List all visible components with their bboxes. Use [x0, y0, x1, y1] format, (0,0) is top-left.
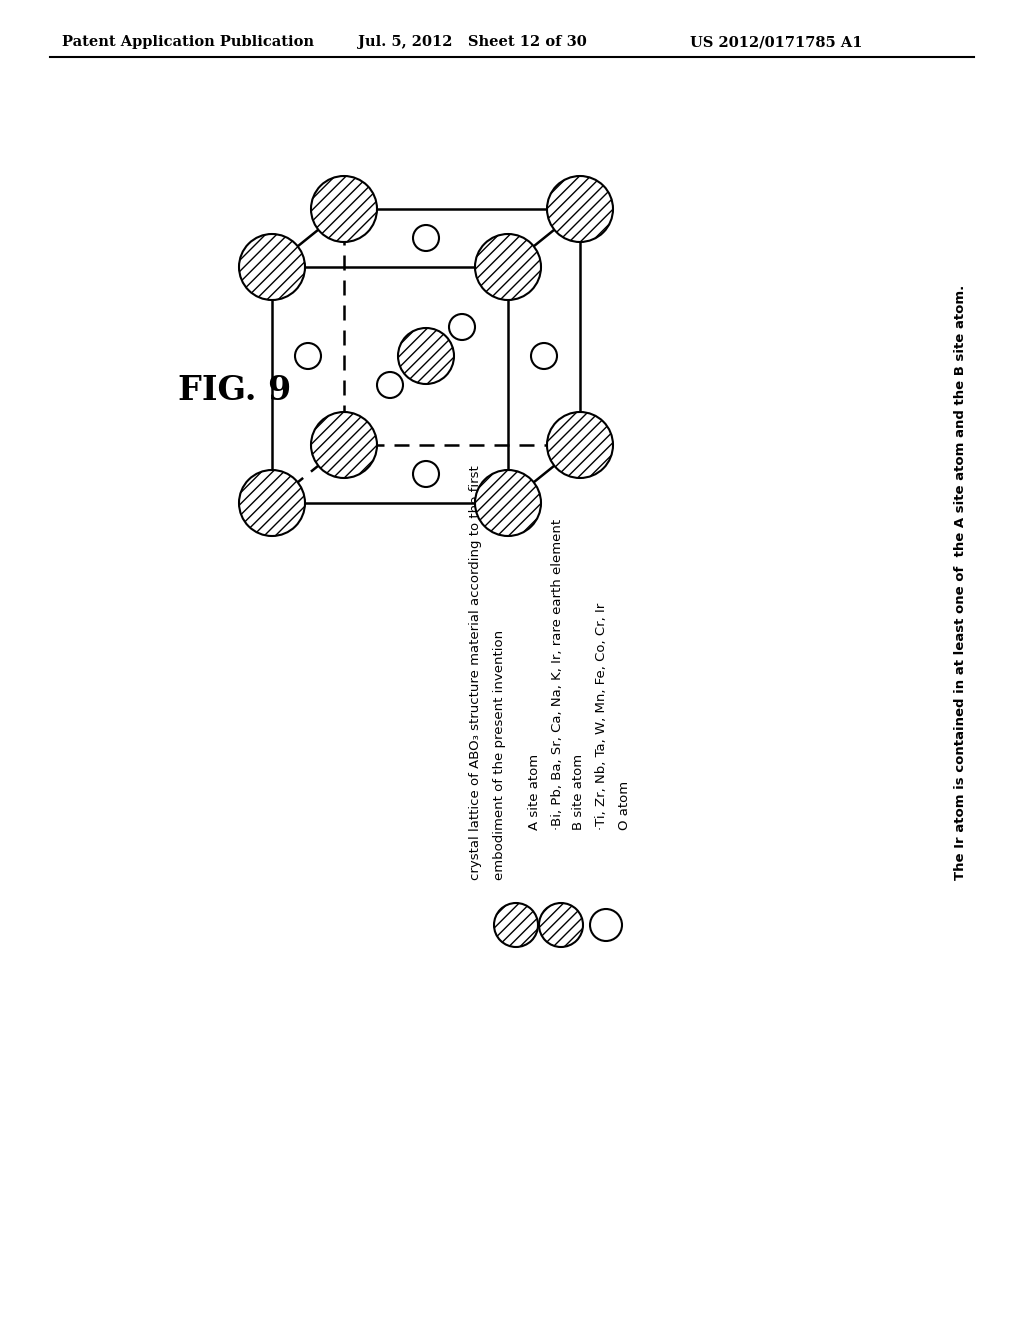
Circle shape — [398, 327, 454, 384]
Circle shape — [295, 343, 321, 370]
Circle shape — [311, 176, 377, 242]
Circle shape — [475, 470, 541, 536]
Circle shape — [311, 412, 377, 478]
Circle shape — [475, 234, 541, 300]
Text: The Ir atom is contained in at least one of  the A site atom and the B site atom: The Ir atom is contained in at least one… — [953, 285, 967, 880]
Circle shape — [239, 470, 305, 536]
Text: A site atom: A site atom — [527, 754, 541, 830]
Circle shape — [539, 903, 583, 946]
Circle shape — [531, 343, 557, 370]
Text: FIG. 9: FIG. 9 — [178, 374, 291, 407]
Text: Jul. 5, 2012   Sheet 12 of 30: Jul. 5, 2012 Sheet 12 of 30 — [358, 36, 587, 49]
Text: ·Bi, Pb, Ba, Sr, Ca, Na, K, Ir, rare earth element: ·Bi, Pb, Ba, Sr, Ca, Na, K, Ir, rare ear… — [551, 519, 563, 830]
Circle shape — [239, 234, 305, 300]
Text: B site atom: B site atom — [572, 754, 586, 830]
Circle shape — [413, 224, 439, 251]
Text: crystal lattice of ABO₃ structure material according to the first: crystal lattice of ABO₃ structure materi… — [469, 465, 481, 880]
Text: Patent Application Publication: Patent Application Publication — [62, 36, 314, 49]
Text: ·Ti, Zr, Nb, Ta, W, Mn, Fe, Co, Cr, Ir: ·Ti, Zr, Nb, Ta, W, Mn, Fe, Co, Cr, Ir — [596, 603, 608, 830]
Text: O atom: O atom — [617, 781, 631, 830]
Circle shape — [413, 461, 439, 487]
Circle shape — [377, 372, 403, 399]
Text: US 2012/0171785 A1: US 2012/0171785 A1 — [690, 36, 862, 49]
Circle shape — [494, 903, 538, 946]
Circle shape — [547, 176, 613, 242]
Circle shape — [590, 909, 622, 941]
Circle shape — [547, 412, 613, 478]
Circle shape — [449, 314, 475, 341]
Text: embodiment of the present invention: embodiment of the present invention — [494, 630, 507, 880]
